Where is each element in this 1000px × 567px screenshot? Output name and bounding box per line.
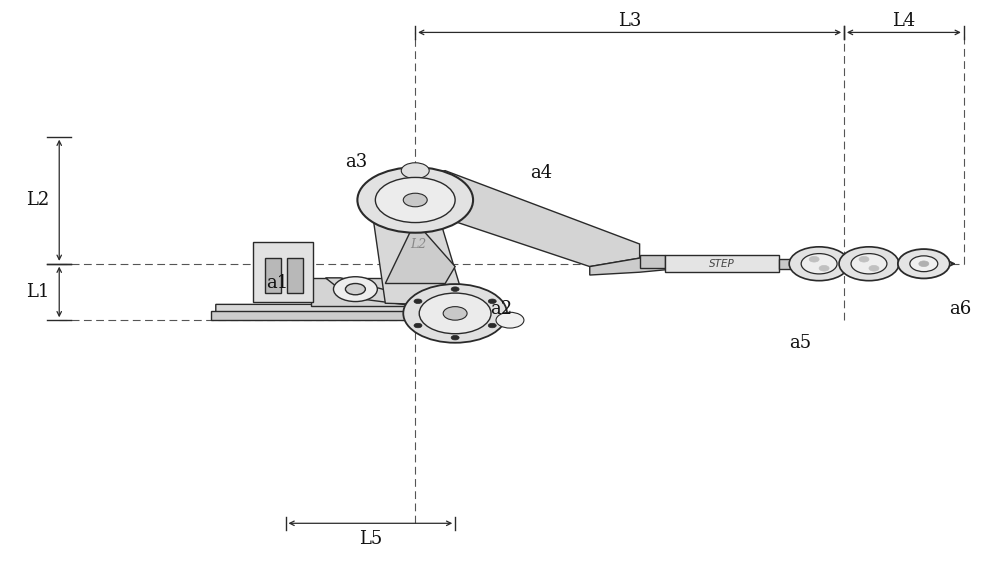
Circle shape xyxy=(809,256,819,262)
Text: L2: L2 xyxy=(26,191,49,209)
Text: STEP: STEP xyxy=(709,259,734,269)
FancyBboxPatch shape xyxy=(797,257,807,270)
Polygon shape xyxy=(311,278,415,306)
FancyBboxPatch shape xyxy=(253,242,313,302)
Text: L5: L5 xyxy=(359,530,382,548)
Polygon shape xyxy=(385,222,455,284)
Text: a6: a6 xyxy=(949,300,971,318)
Circle shape xyxy=(414,299,422,303)
FancyBboxPatch shape xyxy=(779,259,797,269)
Circle shape xyxy=(443,307,467,320)
Circle shape xyxy=(801,253,837,274)
Circle shape xyxy=(919,261,929,266)
Circle shape xyxy=(414,323,422,328)
FancyBboxPatch shape xyxy=(899,261,909,266)
Text: a4: a4 xyxy=(530,164,552,183)
Circle shape xyxy=(910,256,938,272)
Circle shape xyxy=(403,193,427,207)
Polygon shape xyxy=(395,171,640,266)
Text: L2: L2 xyxy=(410,238,426,251)
Text: L1: L1 xyxy=(26,283,49,301)
Circle shape xyxy=(451,287,459,291)
FancyBboxPatch shape xyxy=(849,259,857,269)
Circle shape xyxy=(789,247,849,281)
Circle shape xyxy=(419,293,491,334)
Circle shape xyxy=(496,312,524,328)
Text: L3: L3 xyxy=(618,12,641,30)
Circle shape xyxy=(869,265,879,271)
Text: a2: a2 xyxy=(490,300,512,318)
Circle shape xyxy=(851,253,887,274)
FancyBboxPatch shape xyxy=(665,255,779,272)
Circle shape xyxy=(488,299,496,303)
Circle shape xyxy=(333,277,377,302)
FancyBboxPatch shape xyxy=(287,257,303,293)
Text: a5: a5 xyxy=(789,334,811,352)
Circle shape xyxy=(403,284,507,342)
Text: a3: a3 xyxy=(345,153,368,171)
FancyBboxPatch shape xyxy=(265,257,281,293)
Text: L4: L4 xyxy=(892,12,916,30)
Polygon shape xyxy=(216,304,445,318)
Circle shape xyxy=(451,336,459,340)
Circle shape xyxy=(357,167,473,232)
FancyBboxPatch shape xyxy=(640,255,665,268)
Circle shape xyxy=(488,323,496,328)
Polygon shape xyxy=(590,258,670,275)
Circle shape xyxy=(819,265,829,271)
Circle shape xyxy=(859,256,869,262)
Circle shape xyxy=(345,284,365,295)
Circle shape xyxy=(839,247,899,281)
Text: a1: a1 xyxy=(266,274,288,293)
Polygon shape xyxy=(370,188,480,306)
Polygon shape xyxy=(325,278,460,312)
Circle shape xyxy=(401,163,429,179)
Circle shape xyxy=(898,249,950,278)
Circle shape xyxy=(375,177,455,223)
Polygon shape xyxy=(211,311,450,320)
